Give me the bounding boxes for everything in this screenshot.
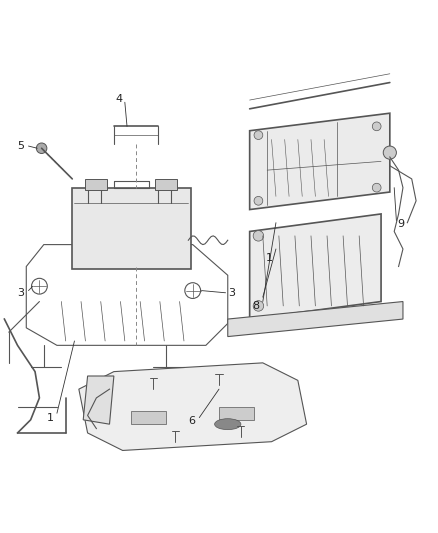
Ellipse shape [215, 419, 241, 430]
Bar [219, 407, 254, 420]
Circle shape [383, 146, 396, 159]
Polygon shape [228, 302, 403, 336]
Circle shape [254, 131, 263, 140]
Circle shape [372, 183, 381, 192]
FancyBboxPatch shape [72, 188, 191, 269]
Text: 4: 4 [116, 94, 123, 104]
Circle shape [372, 122, 381, 131]
Text: 1: 1 [266, 253, 273, 263]
Text: 3: 3 [18, 288, 25, 298]
Text: 1: 1 [47, 413, 54, 423]
Polygon shape [83, 376, 114, 424]
Polygon shape [250, 214, 381, 319]
Polygon shape [79, 363, 307, 450]
Circle shape [253, 301, 264, 311]
Text: 6: 6 [188, 416, 195, 426]
Text: 9: 9 [397, 219, 404, 229]
Text: 5: 5 [18, 141, 25, 151]
Bar [131, 411, 166, 424]
Bar [85, 179, 107, 190]
Circle shape [253, 231, 264, 241]
Circle shape [254, 197, 263, 205]
Circle shape [36, 143, 47, 154]
Polygon shape [250, 113, 390, 209]
Text: 8: 8 [253, 301, 260, 311]
Bar [155, 179, 177, 190]
Text: 3: 3 [229, 288, 236, 298]
